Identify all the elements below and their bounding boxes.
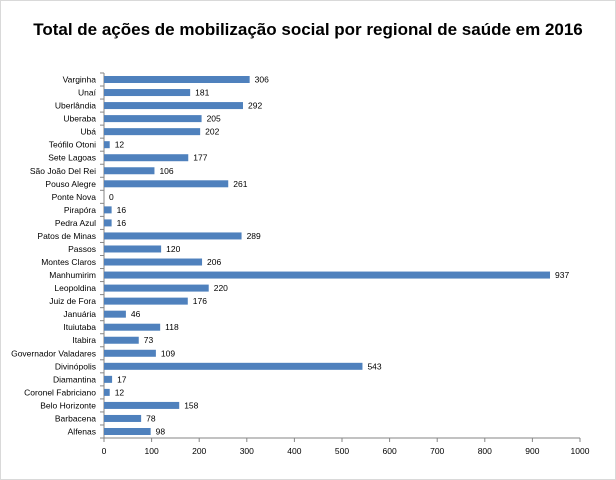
bar (104, 271, 551, 279)
x-tick-label: 600 (383, 446, 397, 456)
x-tick-label: 0 (102, 446, 107, 456)
value-label: 205 (207, 114, 221, 124)
bar (104, 206, 112, 214)
value-label: 937 (555, 270, 569, 280)
value-label: 109 (161, 348, 175, 358)
category-label: Barbacena (55, 413, 96, 423)
value-label: 206 (207, 257, 221, 267)
category-label: Teófilo Otoni (49, 140, 96, 150)
value-label: 16 (117, 205, 127, 215)
bar (104, 232, 242, 240)
value-label: 176 (193, 296, 207, 306)
value-label: 261 (233, 179, 247, 189)
value-label: 118 (165, 322, 179, 332)
x-tick-label: 900 (525, 446, 539, 456)
category-label: Uberaba (63, 114, 96, 124)
value-label: 98 (156, 427, 166, 437)
value-label: 120 (166, 244, 180, 254)
bar (104, 128, 201, 136)
category-label: Alfenas (68, 427, 96, 437)
bar (104, 115, 202, 123)
x-tick-label: 700 (430, 446, 444, 456)
bar (104, 284, 209, 292)
value-label: 17 (117, 374, 127, 384)
category-label: Itabira (72, 335, 96, 345)
x-tick-label: 300 (240, 446, 254, 456)
bar (104, 297, 188, 305)
category-label: São João Del Rei (30, 166, 96, 176)
bar (104, 245, 162, 253)
bar (104, 102, 243, 110)
value-label: 12 (115, 387, 125, 397)
x-tick-label: 500 (335, 446, 349, 456)
value-label: 181 (195, 88, 209, 98)
bar (104, 258, 203, 266)
x-tick-label: 1000 (571, 446, 590, 456)
value-label: 289 (247, 231, 261, 241)
bar (104, 141, 110, 149)
category-label: Governador Valadares (11, 348, 96, 358)
category-label: Manhumirim (49, 270, 96, 280)
value-label: 106 (159, 166, 173, 176)
category-label: Uberlândia (55, 101, 96, 111)
value-label: 202 (205, 127, 219, 137)
value-label: 73 (144, 335, 154, 345)
bar (104, 349, 156, 357)
category-label: Ubá (80, 127, 96, 137)
category-label: Divinópolis (55, 361, 96, 371)
x-tick-label: 400 (287, 446, 301, 456)
chart-title: Total de ações de mobilização social por… (33, 20, 583, 39)
bar (104, 323, 161, 331)
bar (104, 180, 229, 188)
x-tick-label: 100 (145, 446, 159, 456)
bar (104, 388, 110, 396)
value-label: 46 (131, 309, 141, 319)
bar (104, 219, 112, 227)
bar (104, 401, 180, 409)
category-label: Januária (63, 309, 96, 319)
bar (104, 375, 113, 383)
value-label: 0 (109, 192, 114, 202)
category-label: Ponte Nova (52, 192, 97, 202)
bar (104, 167, 155, 175)
category-label: Sete Lagoas (48, 153, 96, 163)
value-label: 158 (184, 400, 198, 410)
x-tick-label: 800 (478, 446, 492, 456)
category-label: Belo Horizonte (40, 400, 96, 410)
value-label: 220 (214, 283, 228, 293)
category-label: Patos de Minas (37, 231, 96, 241)
x-tick-label: 200 (192, 446, 206, 456)
category-label: Varginha (63, 75, 97, 85)
bar (104, 336, 139, 344)
bar (104, 89, 191, 97)
category-label: Unaí (78, 88, 97, 98)
bar (104, 428, 151, 435)
category-label: Pouso Alegre (45, 179, 96, 189)
value-label: 306 (255, 75, 269, 85)
category-label: Juiz de Fora (49, 296, 96, 306)
bar (104, 362, 363, 370)
category-label: Coronel Fabriciano (24, 387, 96, 397)
value-label: 12 (115, 140, 125, 150)
category-label: Diamantina (53, 374, 96, 384)
category-label: Passos (68, 244, 96, 254)
category-label: Montes Claros (41, 257, 96, 267)
value-label: 78 (146, 413, 156, 423)
bar (104, 154, 189, 162)
bar (104, 414, 142, 422)
value-label: 543 (367, 361, 381, 371)
bar (104, 76, 250, 83)
value-label: 177 (193, 153, 207, 163)
bar (104, 310, 126, 318)
category-label: Leopoldina (54, 283, 96, 293)
value-label: 16 (117, 218, 127, 228)
category-label: Pirapóra (64, 205, 96, 215)
category-label: Ituiutaba (63, 322, 96, 332)
value-label: 292 (248, 101, 262, 111)
category-label: Pedra Azul (55, 218, 96, 228)
